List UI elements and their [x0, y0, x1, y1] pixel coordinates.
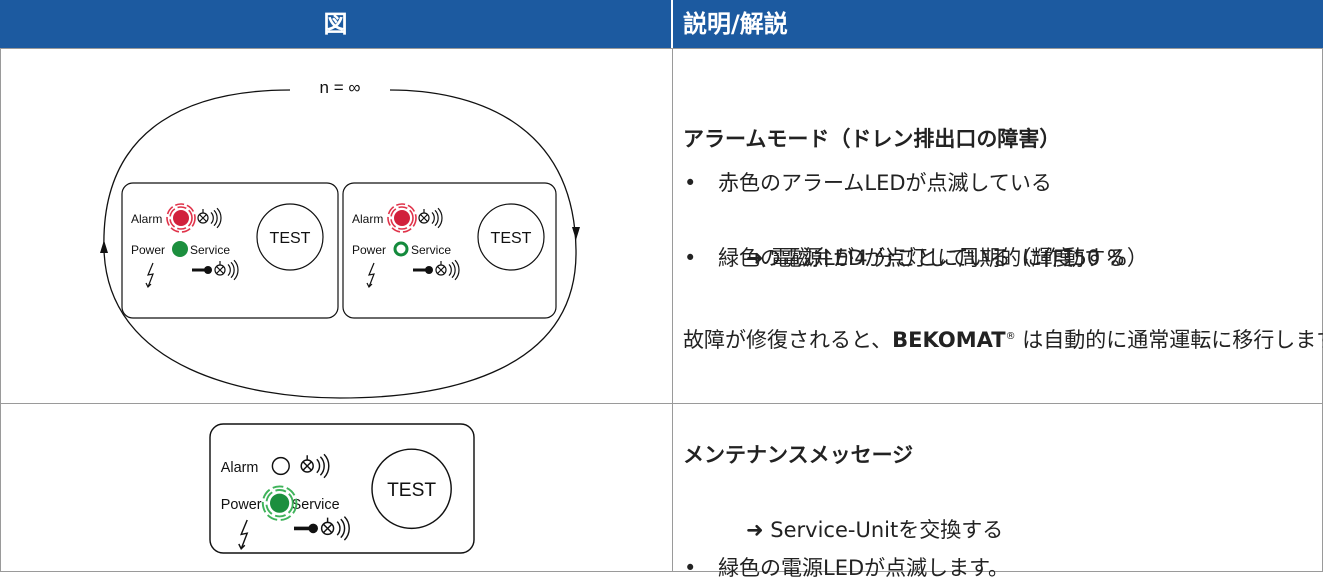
- symbol: [343, 516, 350, 541]
- led-ring: [169, 206, 193, 230]
- test-button: [477, 203, 545, 271]
- symbol: [340, 518, 346, 539]
- test-button: [371, 448, 452, 530]
- symbol: [336, 521, 341, 536]
- led-ring: [265, 489, 294, 518]
- wrench: [204, 266, 212, 274]
- alarm-label: Alarm: [352, 212, 383, 226]
- service-label: Service: [411, 243, 451, 257]
- page: 図 説明/解説 アラームモード（ドレン排出口の障害） 赤色のアラームLEDが点滅…: [0, 0, 1323, 571]
- loop-label: n = ∞: [320, 78, 361, 97]
- alarm-led: [394, 210, 410, 226]
- bullet: 緑色の電源LEDが点灯している（輝度50 %）: [684, 239, 1323, 277]
- service-label: Service: [190, 243, 230, 257]
- loop: [103, 89, 577, 399]
- panel-frame: [209, 423, 475, 554]
- heading: アラームモード（ドレン排出口の障害）: [683, 127, 1061, 151]
- symbol: [320, 521, 335, 536]
- wrench: [308, 523, 318, 534]
- symbol: [210, 211, 214, 225]
- symbol: [437, 261, 445, 274]
- led-ring: [166, 203, 196, 233]
- power-label: Power: [352, 243, 386, 257]
- power-led: [172, 241, 188, 257]
- symbol: [434, 209, 439, 227]
- service-label: Service: [292, 497, 340, 513]
- note: 故障が修復されると、BEKOMAT® は自動的に通常運転に移行します。: [683, 318, 1323, 359]
- power-led: [393, 241, 409, 257]
- alarm-label: Alarm: [221, 460, 259, 476]
- header-cell: 図: [0, 0, 671, 48]
- symbol: [216, 261, 224, 274]
- wrench: [425, 266, 433, 274]
- figures: n = ∞ Alarm Power Service TEST Alarm Power Ser…: [100, 78, 580, 554]
- symbol: [451, 261, 456, 279]
- arrow-head: [572, 227, 580, 240]
- note-text: は自動的に通常運転に移行します。: [1015, 328, 1323, 352]
- panel-frame: [121, 182, 339, 319]
- note-text: 故障が修復されると、: [683, 328, 893, 352]
- symbol: [454, 259, 460, 281]
- power-led: [270, 493, 290, 513]
- panel-frame: [342, 182, 557, 319]
- alarm-led: [271, 456, 290, 476]
- alarm-led: [173, 210, 189, 226]
- bullet: 緑色の電源LEDが点滅します。: [684, 549, 1323, 587]
- symbol: [230, 261, 235, 279]
- device-panel: Alarm Power Service TEST: [342, 182, 557, 319]
- symbol: [216, 207, 222, 229]
- brand: BEKOMAT: [892, 328, 1006, 352]
- test-label: TEST: [270, 230, 311, 247]
- lightning: [366, 262, 375, 289]
- symbol: [431, 211, 435, 225]
- symbol: [199, 209, 207, 222]
- arrow-head: [100, 240, 108, 253]
- heading: メンテナンスメッセージ: [683, 443, 914, 467]
- symbol: [323, 453, 330, 479]
- lightning: [145, 262, 154, 289]
- symbol: [420, 209, 428, 222]
- led-ring: [261, 485, 298, 521]
- bullet: 赤色のアラームLEDが点滅している: [684, 164, 1323, 202]
- power-label: Power: [131, 243, 165, 257]
- trademark: ®: [1005, 331, 1016, 342]
- led-ring: [387, 203, 417, 233]
- symbol: [322, 517, 333, 534]
- arrow-step: ➜ Service-Unitを交換する: [746, 518, 1004, 542]
- device-panel: Alarm Power Service TEST: [121, 182, 339, 319]
- device-panel: Alarm Power Service TEST: [209, 423, 475, 554]
- symbol: [302, 455, 312, 471]
- symbol: [316, 458, 321, 474]
- test-label: TEST: [491, 230, 532, 247]
- arrow-step: ➜ 電磁弁が4 分ごとに周期的に作動する: [746, 246, 1127, 270]
- symbol: [227, 263, 231, 277]
- symbol: [448, 263, 452, 277]
- test-label: TEST: [387, 480, 436, 501]
- test-button: [256, 203, 324, 271]
- symbol: [319, 456, 325, 476]
- lightning: [238, 519, 249, 551]
- header-cell: 説明/解説: [673, 0, 1323, 48]
- led-ring: [390, 206, 414, 230]
- power-label: Power: [221, 497, 262, 513]
- symbol: [213, 209, 218, 227]
- alarm-label: Alarm: [131, 212, 162, 226]
- symbol: [437, 207, 443, 229]
- symbol: [233, 259, 239, 281]
